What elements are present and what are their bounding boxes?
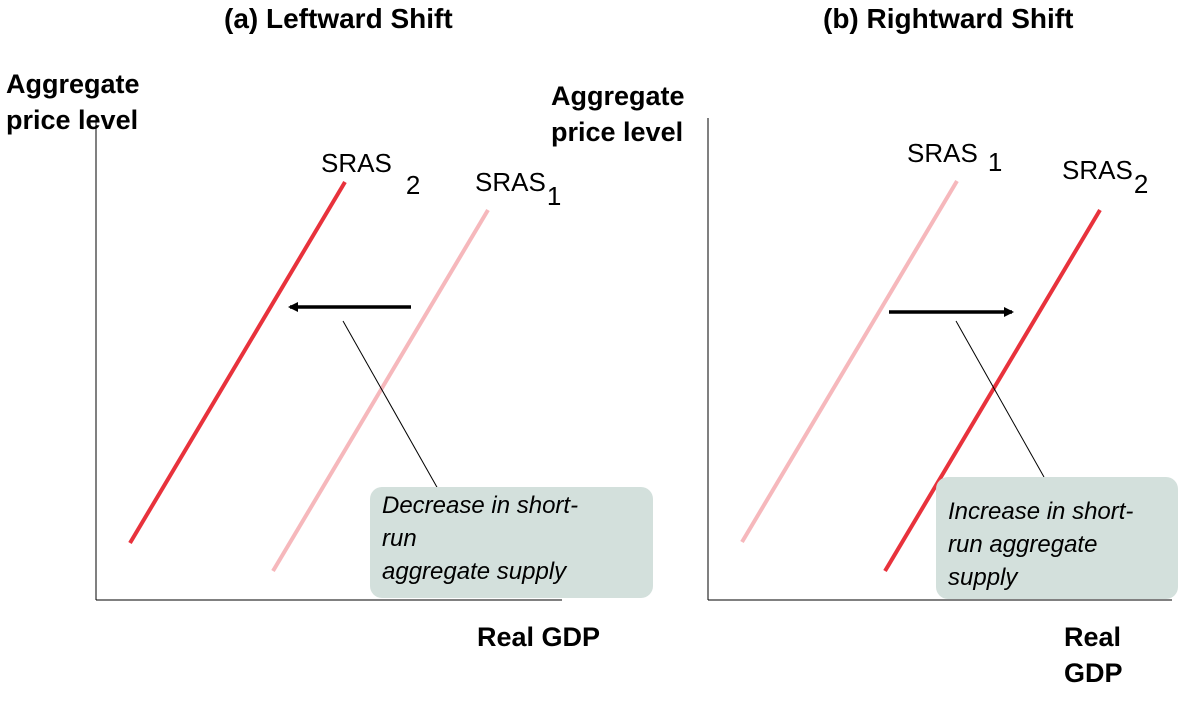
panel-b-sras2-curve bbox=[883, 208, 1102, 573]
panel-a-leader-line bbox=[342, 320, 439, 490]
panel-b-x-axis-label: Real GDP bbox=[1064, 622, 1123, 688]
panel-b-callout: Increase in short- run aggregate supply bbox=[936, 477, 1178, 599]
panel-b-title: (b) Rightward Shift bbox=[823, 3, 1074, 34]
panel-a-sras2-label: SRAS2 bbox=[321, 148, 421, 200]
panel-a-sras1-label: SRAS1 bbox=[475, 167, 562, 211]
panel-b-sras1-curve bbox=[740, 179, 959, 544]
panel-b-sras2-label: SRAS2 bbox=[1062, 155, 1149, 199]
panel-a-x-axis-label: Real GDP bbox=[477, 622, 601, 652]
panel-b-y-axis-label: Aggregate price level bbox=[551, 81, 685, 147]
panel-a-callout: Decrease in short- run aggregate supply bbox=[370, 487, 653, 598]
panel-b-leader-line bbox=[955, 320, 1045, 478]
panel-a-y-axis-label: Aggregate price level bbox=[6, 69, 140, 135]
panel-b-sras1-label: SRAS 1 bbox=[907, 138, 1003, 177]
panel-a-sras2-curve bbox=[128, 180, 347, 545]
panel-a-title: (a) Leftward Shift bbox=[224, 3, 453, 34]
panel-a-sras1-curve bbox=[271, 208, 490, 573]
